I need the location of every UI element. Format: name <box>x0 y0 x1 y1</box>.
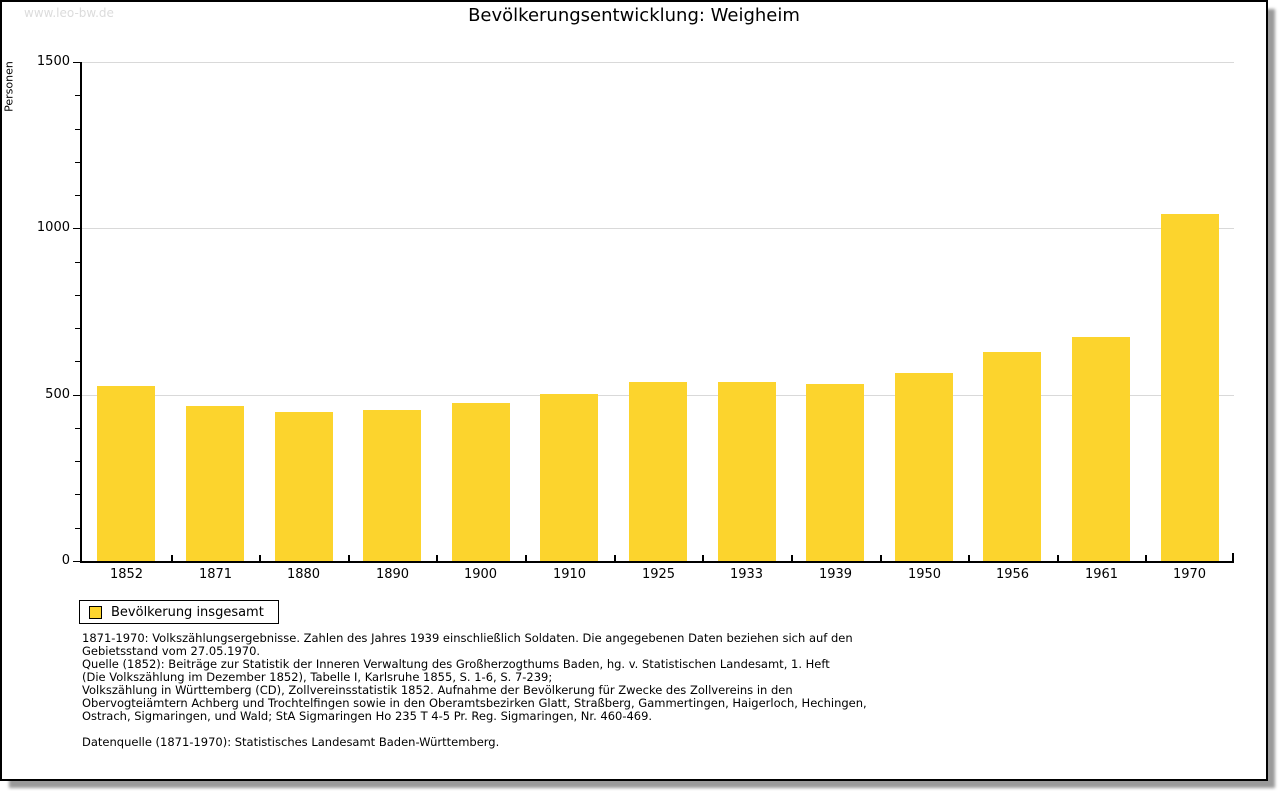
x-tick-label: 1890 <box>375 567 410 582</box>
bar <box>895 373 953 561</box>
x-axis-tick <box>436 555 438 561</box>
x-tick-label: 1970 <box>1172 567 1207 582</box>
bar <box>629 382 687 561</box>
y-axis-tick <box>73 62 80 63</box>
x-axis-tick <box>614 555 616 561</box>
bar <box>1072 337 1130 561</box>
y-axis-minor-tick <box>75 162 80 163</box>
x-axis-tick <box>880 555 882 561</box>
y-axis-label: Personen <box>2 61 16 112</box>
x-tick-label: 1900 <box>463 567 498 582</box>
x-tick-label: 1910 <box>552 567 587 582</box>
legend-swatch <box>89 605 102 619</box>
footnote-line: (Die Volkszählung im Dezember 1852), Tab… <box>82 670 553 684</box>
x-tick-label: 1961 <box>1084 567 1119 582</box>
bar <box>186 406 244 561</box>
y-axis-minor-tick <box>75 494 80 495</box>
y-axis-minor-tick <box>75 428 80 429</box>
x-tick-label: 1933 <box>729 567 764 582</box>
watermark: www.leo-bw.de <box>24 6 114 20</box>
x-tick-label: 1880 <box>286 567 321 582</box>
chart-title: Bevölkerungsentwicklung: Weigheim <box>468 5 800 26</box>
bar <box>363 410 421 561</box>
y-axis-minor-tick <box>75 528 80 529</box>
x-axis-tick <box>1057 555 1059 561</box>
bar <box>718 382 776 561</box>
gridline <box>82 228 1234 229</box>
x-tick-label: 1956 <box>995 567 1030 582</box>
y-axis-minor-tick <box>75 295 80 296</box>
x-axis-tick <box>1145 555 1147 561</box>
footnote-line: Datenquelle (1871-1970): Statistisches L… <box>82 735 500 749</box>
legend: Bevölkerung insgesamt <box>79 600 279 624</box>
footnote-line: Quelle (1852): Beiträge zur Statistik de… <box>82 657 830 671</box>
x-tick-label: 1925 <box>641 567 676 582</box>
y-axis-minor-tick <box>75 361 80 362</box>
y-axis-minor-tick <box>75 328 80 329</box>
x-axis-tick <box>968 555 970 561</box>
y-tick-label: 1500 <box>36 54 70 69</box>
x-tick-label: 1852 <box>109 567 144 582</box>
bar <box>97 386 155 561</box>
x-axis-end-tick <box>1232 553 1234 561</box>
bar <box>806 384 864 561</box>
y-axis-minor-tick <box>75 129 80 130</box>
x-tick-label: 1950 <box>907 567 942 582</box>
gridline <box>82 62 1234 63</box>
y-axis-tick <box>73 561 80 562</box>
bar <box>540 394 598 561</box>
x-axis-tick <box>259 555 261 561</box>
footnote-line: Ostrach, Sigmaringen, und Wald; StA Sigm… <box>82 709 653 723</box>
bar <box>1161 214 1219 561</box>
x-tick-label: 1939 <box>818 567 853 582</box>
y-axis-minor-tick <box>75 195 80 196</box>
chart-frame: www.leo-bw.de Bevölkerungsentwicklung: W… <box>0 0 1268 781</box>
footnote-line: 1871-1970: Volkszählungsergebnisse. Zahl… <box>82 631 853 645</box>
bar <box>452 403 510 561</box>
bar <box>275 412 333 561</box>
y-axis-tick <box>73 228 80 229</box>
x-axis-tick <box>702 555 704 561</box>
bar <box>983 352 1041 561</box>
y-axis-minor-tick <box>75 95 80 96</box>
y-axis-minor-tick <box>75 461 80 462</box>
y-tick-label: 1000 <box>36 220 70 235</box>
y-tick-label: 0 <box>61 553 70 568</box>
footnote-line: Obervogteiämtern Achberg und Trochtelfin… <box>82 696 867 710</box>
plot-area: 0 500 1000 1500 1852 1871 1880 1890 1900 1910 1925… <box>37 54 1234 582</box>
x-axis-tick <box>525 555 527 561</box>
x-axis-tick <box>348 555 350 561</box>
y-axis-tick <box>73 395 80 396</box>
footnotes: 1871-1970: Volkszählungsergebnisse. Zahl… <box>82 632 867 749</box>
y-axis-minor-tick <box>75 262 80 263</box>
x-axis-tick <box>171 555 173 561</box>
footnote-line: Gebietsstand vom 27.05.1970. <box>82 644 261 658</box>
y-tick-label: 500 <box>45 387 70 402</box>
footnote-line: Volkszählung in Württemberg (CD), Zollve… <box>82 683 793 697</box>
x-axis-tick <box>791 555 793 561</box>
legend-label: Bevölkerung insgesamt <box>111 604 264 620</box>
x-tick-label: 1871 <box>198 567 233 582</box>
